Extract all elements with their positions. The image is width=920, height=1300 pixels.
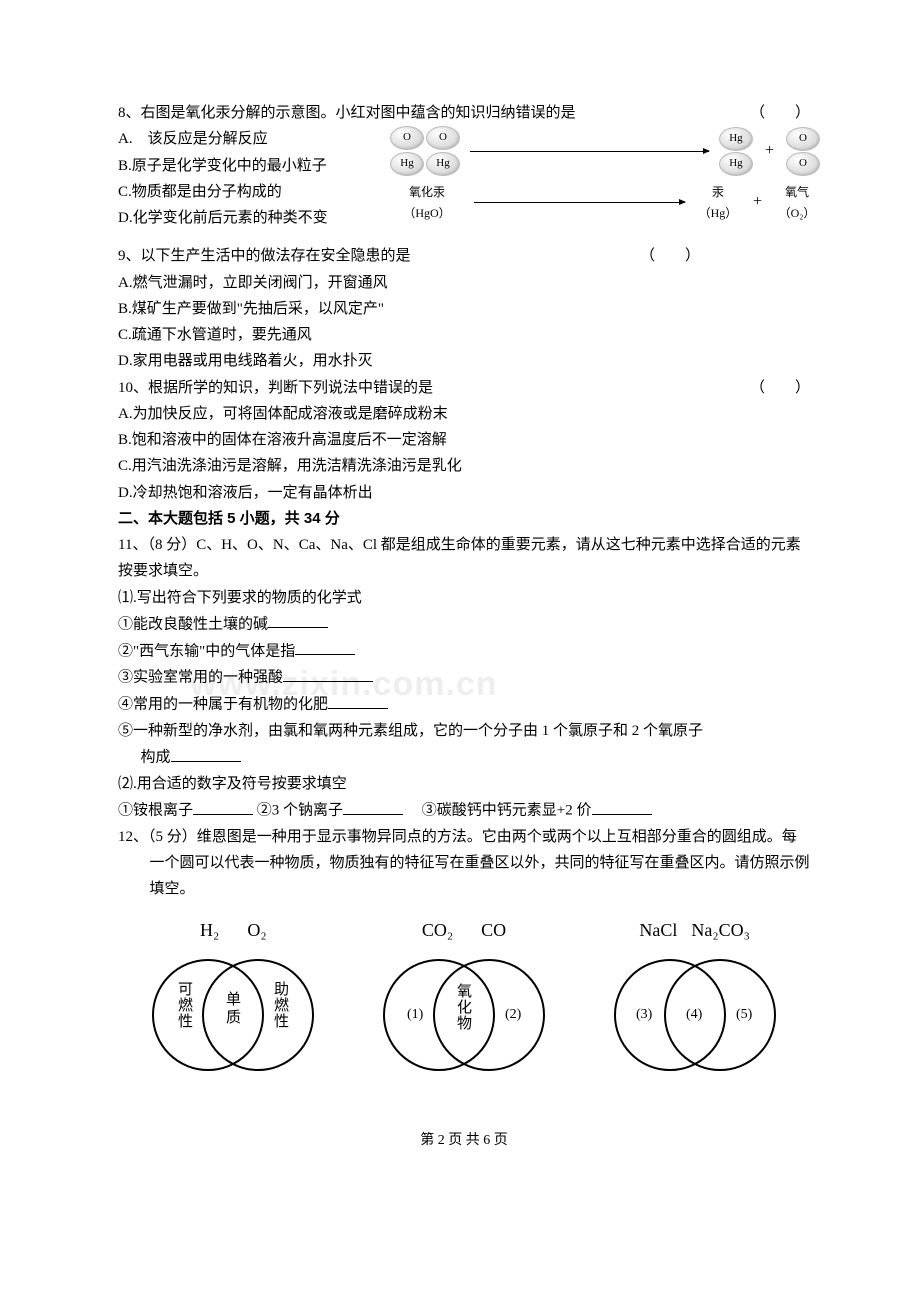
q9-text: 9、以下生产生活中的做法存在安全隐患的是 (118, 248, 411, 264)
svg-text:(2): (2) (505, 1007, 522, 1022)
q11-item4: ④常用的一种属于有机物的化肥 (118, 691, 810, 718)
venn1-right-label: O₂ (247, 915, 266, 947)
venn3: NaCl Na₂CO₃ (3) (4) (5) (600, 915, 790, 1090)
q11-row2: ①铵根离子 ②3 个钠离子 ③碳酸钙中钙元素显+2 价 (118, 797, 810, 824)
q11-item2: ②"西气东输"中的气体是指 (118, 638, 810, 665)
venn3-svg: (3) (4) (5) (600, 950, 790, 1080)
q11-item5b: 构成 (118, 744, 810, 771)
venn3-right-label: Na₂CO₃ (691, 915, 750, 947)
blank-input[interactable] (283, 664, 373, 682)
atom-o: O (786, 152, 820, 176)
svg-text:单: 单 (226, 991, 241, 1008)
plus-icon: + (747, 188, 768, 216)
venn2-svg: (1) 氧 化 物 (2) (369, 950, 559, 1080)
section2-heading: 二、本大题包括 5 小题，共 34 分 (118, 506, 810, 532)
q11-item3: ③实验室常用的一种强酸 (118, 664, 810, 691)
caption-hg: 汞（Hg） (695, 182, 741, 224)
q10-opt-a: A.为加快反应，可将固体配成溶液或是磨碎成粉末 (118, 401, 810, 427)
blank-input[interactable] (343, 797, 403, 815)
arrow-icon (474, 202, 685, 203)
venn-row: H₂ O₂ 可 燃 性 单 质 助 燃 性 CO₂ CO (118, 915, 810, 1090)
svg-text:化: 化 (457, 999, 472, 1016)
q10-text: 10、根据所学的知识，判断下列说法中错误的是 (118, 380, 433, 396)
svg-text:氧: 氧 (457, 983, 472, 1000)
blank-input[interactable] (592, 797, 652, 815)
atom-hg: Hg (426, 152, 460, 176)
atom-o: O (786, 127, 820, 151)
q9-opt-c: C.疏通下水管道时，要先通风 (118, 322, 810, 348)
venn2-left-label: CO₂ (422, 915, 453, 947)
q10-paren: （ ） (750, 375, 810, 401)
venn2-right-label: CO (481, 915, 506, 947)
svg-text:性: 性 (178, 1013, 193, 1030)
arrow-icon (470, 151, 709, 152)
q11-item5a: ⑤一种新型的净水剂，由氯和氧两种元素组成，它的一个分子由 1 个氯原子和 2 个… (118, 718, 810, 744)
venn1-left-label: H₂ (200, 915, 219, 947)
svg-text:物: 物 (457, 1015, 472, 1032)
q10-stem: 10、根据所学的知识，判断下列说法中错误的是 （ ） (118, 375, 810, 401)
atom-hg: Hg (719, 152, 753, 176)
blank-input[interactable] (328, 691, 388, 709)
q12-stem: 12、（5 分）维恩图是一种用于显示事物异同点的方法。它由两个或两个以上互相部分… (118, 824, 810, 903)
venn1-svg: 可 燃 性 单 质 助 燃 性 (138, 950, 328, 1080)
svg-text:燃: 燃 (178, 996, 193, 1014)
plus-icon: + (759, 137, 780, 165)
q11-part1: ⑴.写出符合下列要求的物质的化学式 (118, 585, 810, 611)
page-content: 8、右图是氧化汞分解的示意图。小红对图中蕴含的知识归纳错误的是 （ ） A. 该… (118, 100, 810, 1154)
svg-text:燃: 燃 (274, 996, 289, 1014)
svg-text:可: 可 (178, 982, 193, 998)
q8-text: 8、右图是氧化汞分解的示意图。小红对图中蕴含的知识归纳错误的是 (118, 105, 576, 121)
q9-paren: （ ） (640, 243, 700, 269)
q11-part2: ⑵.用合适的数字及符号按要求填空 (118, 771, 810, 797)
q9-stem: 9、以下生产生活中的做法存在安全隐患的是 （ ） (118, 243, 810, 269)
svg-text:性: 性 (274, 1013, 289, 1030)
blank-input[interactable] (268, 611, 328, 629)
q11-item1: ①能改良酸性土壤的碱 (118, 611, 810, 638)
svg-text:质: 质 (226, 1009, 241, 1026)
svg-text:(5): (5) (736, 1007, 753, 1022)
blank-input[interactable] (171, 744, 241, 762)
atom-o: O (390, 126, 424, 150)
q9-opt-a: A.燃气泄漏时，立即关闭阀门，开窗通风 (118, 270, 810, 296)
q10-opt-d: D.冷却热饱和溶液后，一定有晶体析出 (118, 480, 810, 506)
blank-input[interactable] (193, 797, 253, 815)
q10-opt-c: C.用汽油洗涤油污是溶解，用洗洁精洗涤油污是乳化 (118, 453, 810, 479)
caption-hgo: 氧化汞（HgO） (390, 182, 464, 224)
venn3-left-label: NaCl (639, 915, 677, 947)
venn2: CO₂ CO (1) 氧 化 物 (2) (369, 915, 559, 1090)
page-footer: 第 2 页 共 6 页 (118, 1129, 810, 1154)
q8-paren: （ ） (750, 100, 810, 126)
venn1: H₂ O₂ 可 燃 性 单 质 助 燃 性 (138, 915, 328, 1090)
q8-diagram: O O Hg Hg Hg Hg + O (390, 126, 820, 224)
atom-o: O (426, 126, 460, 150)
atom-hg: Hg (390, 152, 424, 176)
caption-o2: 氧气（O₂） (774, 182, 820, 224)
svg-text:(3): (3) (636, 1007, 653, 1022)
q9-opt-b: B.煤矿生产要做到"先抽后采，以风定产" (118, 296, 810, 322)
svg-text:(1): (1) (407, 1007, 424, 1022)
svg-text:助: 助 (274, 981, 289, 998)
q9-opt-d: D.家用电器或用电线路着火，用水扑灭 (118, 348, 810, 374)
q11-stem: 11、（8 分）C、H、O、N、Ca、Na、Cl 都是组成生命体的重要元素，请从… (118, 532, 810, 585)
q10-opt-b: B.饱和溶液中的固体在溶液升高温度后不一定溶解 (118, 427, 810, 453)
q8-stem: 8、右图是氧化汞分解的示意图。小红对图中蕴含的知识归纳错误的是 （ ） (118, 100, 810, 126)
blank-input[interactable] (295, 638, 355, 656)
atom-hg: Hg (719, 127, 753, 151)
svg-text:(4): (4) (686, 1007, 703, 1022)
